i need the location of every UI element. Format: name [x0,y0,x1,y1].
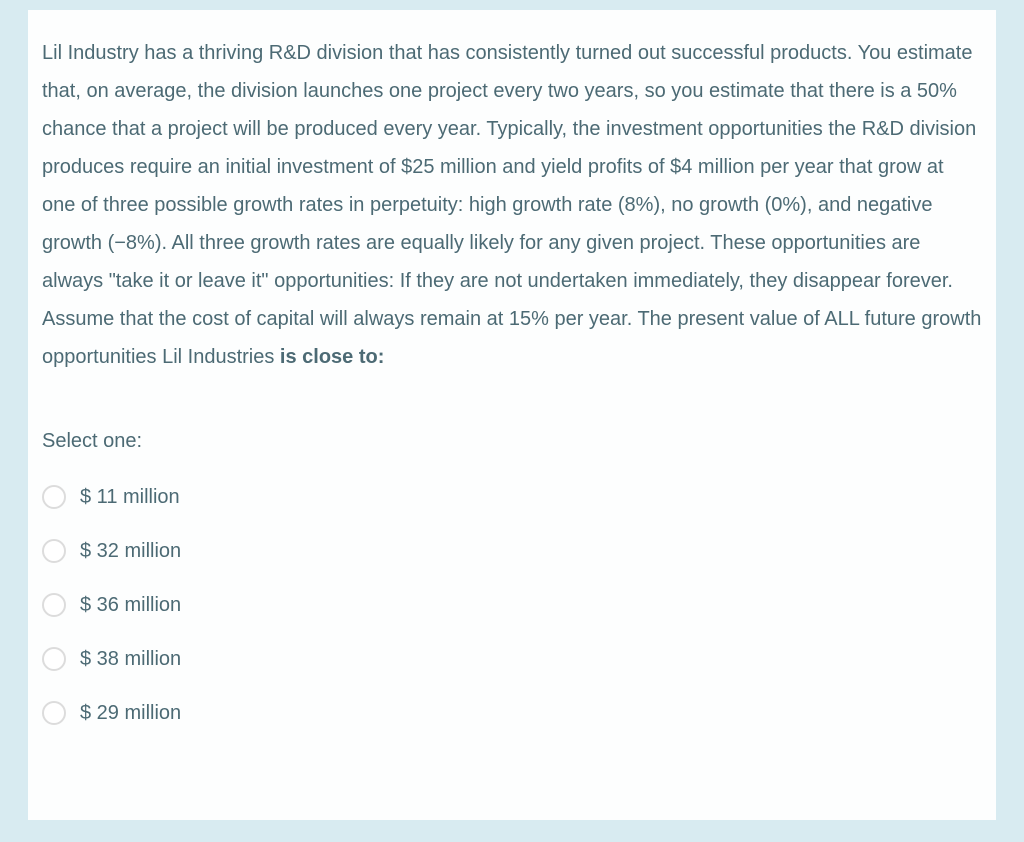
answer-option-label[interactable]: $ 32 million [80,539,182,562]
question-text: Lil Industry has a thriving R&D division… [42,34,982,376]
question-text-main: Lil Industry has a thriving R&D division… [42,42,982,368]
answer-option-label[interactable]: $ 29 million [80,701,182,724]
answer-option-1[interactable]: $ 11 million [42,470,982,524]
radio-button-icon[interactable] [42,539,66,563]
select-one-label: Select one: [42,430,143,452]
radio-button-icon[interactable] [42,485,66,509]
answer-options: $ 11 million $ 32 million $ 36 million $… [42,470,982,740]
answer-option-label[interactable]: $ 38 million [80,647,182,670]
answer-option-label[interactable]: $ 11 million [80,485,180,508]
answer-option-label[interactable]: $ 36 million [80,593,182,616]
answer-option-3[interactable]: $ 36 million [42,578,982,632]
radio-button-icon[interactable] [42,701,66,725]
question-text-bold: is close to: [279,346,385,368]
question-card: Lil Industry has a thriving R&D division… [28,10,996,820]
answer-option-5[interactable]: $ 29 million [42,686,982,740]
radio-button-icon[interactable] [42,593,66,617]
radio-button-icon[interactable] [42,647,66,671]
answer-option-2[interactable]: $ 32 million [42,524,982,578]
answer-option-4[interactable]: $ 38 million [42,632,982,686]
